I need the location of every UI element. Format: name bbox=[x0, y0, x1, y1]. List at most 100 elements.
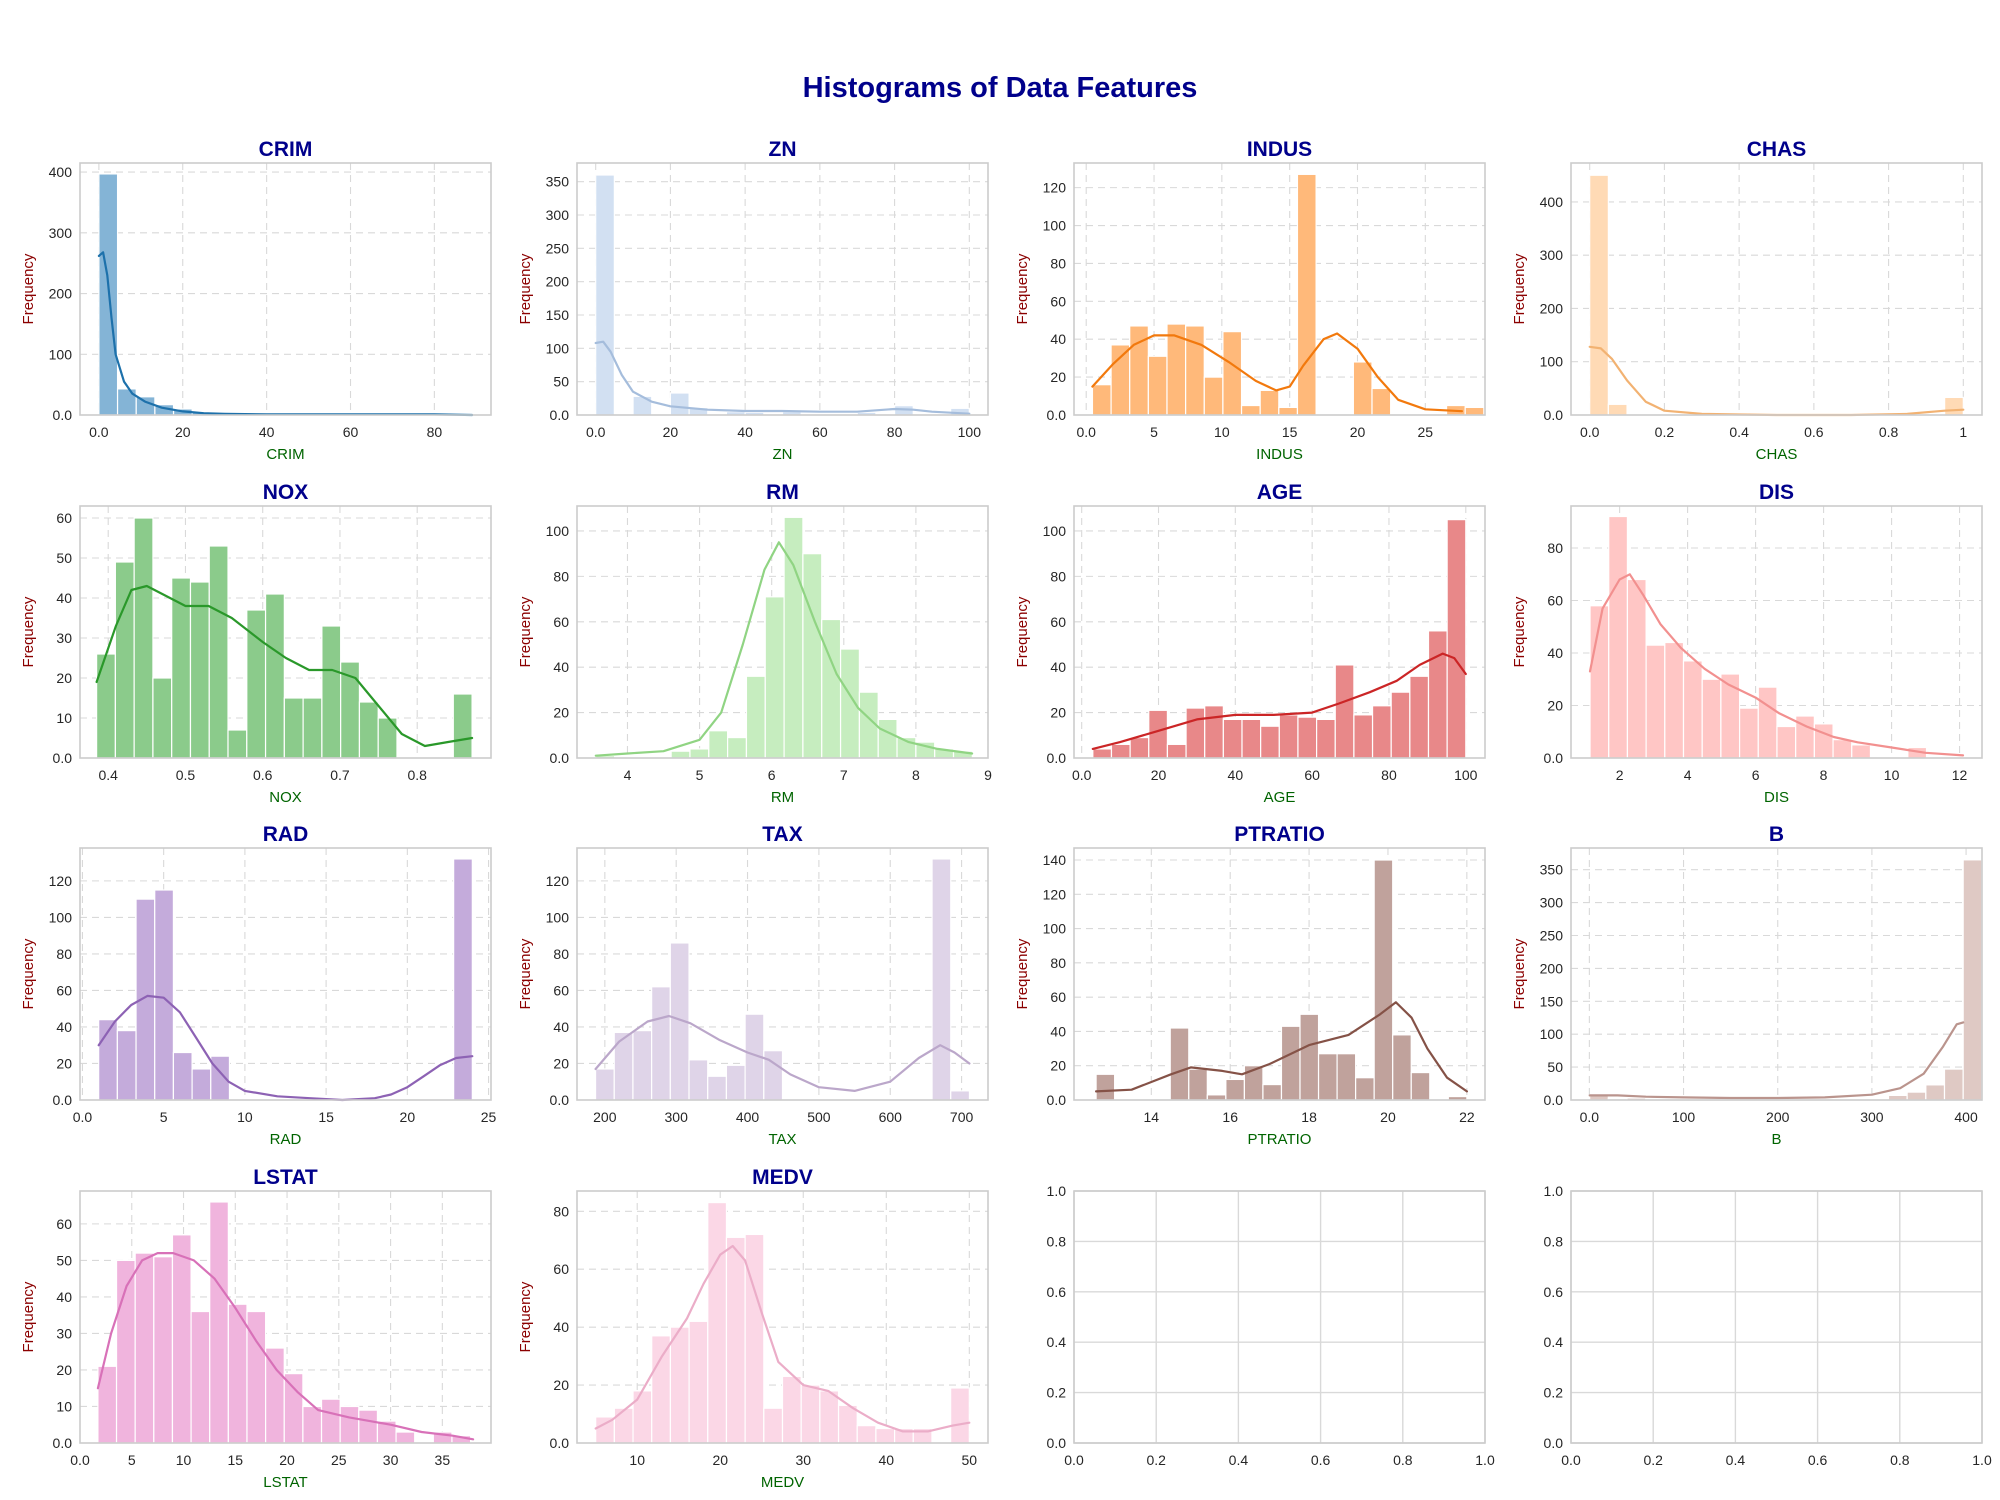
x-tick-label: 20 bbox=[1350, 424, 1366, 440]
y-axis-label: Frequency bbox=[20, 1281, 37, 1352]
histogram-bar bbox=[191, 1068, 212, 1101]
histogram-bar bbox=[1203, 376, 1224, 416]
histogram-bar bbox=[1906, 1091, 1927, 1101]
histogram-bar bbox=[395, 1431, 416, 1444]
histogram-bar bbox=[1608, 515, 1629, 759]
x-tick-label: 0.2 bbox=[1643, 1452, 1663, 1468]
histogram-bar bbox=[595, 174, 615, 416]
histogram-bar bbox=[950, 1387, 970, 1444]
x-tick-label: 0.0 bbox=[1072, 767, 1092, 783]
x-tick-label: 0.6 bbox=[1808, 1452, 1828, 1468]
histogram-bar bbox=[875, 1427, 896, 1444]
histogram-bar bbox=[171, 1234, 192, 1444]
y-tick-label: 100 bbox=[49, 346, 73, 362]
x-tick-label: 0.5 bbox=[176, 767, 196, 783]
y-tick-label: 80 bbox=[1050, 955, 1066, 971]
y-tick-label: 250 bbox=[1540, 928, 1564, 944]
histogram-bar bbox=[1296, 173, 1317, 416]
x-tick-label: 0.4 bbox=[1229, 1452, 1249, 1468]
histogram-bar bbox=[950, 1090, 971, 1101]
histogram-bar bbox=[264, 593, 285, 759]
y-tick-label: 20 bbox=[56, 670, 72, 686]
y-tick-label: 20 bbox=[1050, 1058, 1066, 1074]
y-tick-label: 60 bbox=[1547, 593, 1563, 609]
histogram-bar bbox=[1204, 705, 1224, 759]
histogram-bar bbox=[190, 1310, 211, 1444]
x-tick-label: 22 bbox=[1459, 1109, 1475, 1125]
y-axis-label: Frequency bbox=[1511, 938, 1528, 1009]
x-axis-label: INDUS bbox=[1256, 446, 1303, 463]
y-tick-label: 0.0 bbox=[53, 750, 73, 766]
x-tick-label: 5 bbox=[1150, 424, 1158, 440]
x-tick-label: 25 bbox=[481, 1109, 497, 1125]
y-tick-label: 100 bbox=[49, 909, 73, 925]
y-axis-label: Frequency bbox=[517, 596, 534, 667]
y-tick-label: 0.8 bbox=[1544, 1233, 1564, 1249]
y-axis-label: Frequency bbox=[517, 938, 534, 1009]
y-tick-label: 0.0 bbox=[1047, 1092, 1067, 1108]
x-tick-label: 30 bbox=[383, 1452, 399, 1468]
y-tick-label: 40 bbox=[56, 590, 72, 606]
y-tick-label: 100 bbox=[546, 909, 570, 925]
y-axis-label: Frequency bbox=[517, 253, 534, 324]
histogram-bar bbox=[453, 858, 473, 1101]
histogram-bar bbox=[651, 986, 671, 1101]
histogram-bar bbox=[594, 1068, 615, 1101]
y-axis-label: Frequency bbox=[1014, 596, 1031, 667]
histogram-bar bbox=[1316, 718, 1336, 759]
histogram-bar bbox=[1851, 744, 1872, 759]
y-tick-label: 0.8 bbox=[1047, 1233, 1067, 1249]
y-tick-label: 80 bbox=[1050, 255, 1066, 271]
y-tick-label: 0.0 bbox=[1544, 750, 1564, 766]
x-tick-label: 14 bbox=[1144, 1109, 1160, 1125]
axes-frame bbox=[1073, 505, 1486, 759]
axes-frame bbox=[576, 847, 989, 1101]
y-tick-label: 60 bbox=[1050, 293, 1066, 309]
kde-curve bbox=[594, 541, 974, 757]
histogram-bar bbox=[1241, 718, 1262, 759]
histogram-bar bbox=[302, 697, 323, 759]
histogram-bar bbox=[689, 748, 710, 759]
histogram-bar bbox=[1776, 725, 1797, 759]
x-tick-label: 30 bbox=[795, 1452, 811, 1468]
histogram-bar bbox=[116, 1030, 137, 1101]
histogram-bar bbox=[208, 545, 229, 759]
y-tick-label: 40 bbox=[1050, 1023, 1066, 1039]
x-tick-label: 15 bbox=[228, 1452, 244, 1468]
histogram-bar bbox=[1464, 406, 1485, 416]
subplot-title: CRIM bbox=[259, 138, 313, 161]
y-tick-label: 400 bbox=[49, 164, 73, 180]
kde-curve bbox=[96, 1251, 475, 1441]
subplot-title: RAD bbox=[263, 823, 309, 846]
histogram-bar bbox=[781, 1375, 802, 1444]
y-tick-label: 40 bbox=[553, 1019, 569, 1035]
histogram-bar bbox=[321, 625, 342, 759]
histogram-bar bbox=[283, 697, 304, 759]
histogram-bar bbox=[669, 392, 690, 416]
histogram-bar bbox=[856, 1425, 877, 1444]
y-tick-label: 0.2 bbox=[1544, 1385, 1564, 1401]
subplot-rad: 0.0 5 10 15 20 25 0.0 20 40 60 80 100 120 RAD RAD Frequ… bbox=[20, 823, 497, 1148]
x-tick-label: 50 bbox=[962, 1452, 978, 1468]
histogram-bar bbox=[1334, 664, 1355, 759]
x-tick-label: 40 bbox=[1228, 767, 1244, 783]
x-tick-label: 1.0 bbox=[1972, 1452, 1992, 1468]
subplot-title: TAX bbox=[762, 823, 802, 846]
y-tick-label: 150 bbox=[546, 307, 570, 323]
histogram-bar bbox=[727, 736, 748, 759]
x-tick-label: 500 bbox=[807, 1109, 831, 1125]
subplot-lstat: 0.0 5 10 15 20 25 30 35 0.0 10 20 30 40 50 60 LSTAT LSTA… bbox=[20, 1166, 492, 1491]
subplot-title: DIS bbox=[1759, 481, 1794, 504]
y-tick-label: 150 bbox=[1540, 993, 1564, 1009]
y-axis-label: Frequency bbox=[1511, 596, 1528, 667]
y-tick-label: 80 bbox=[553, 946, 569, 962]
histogram-bar bbox=[1390, 691, 1411, 759]
y-tick-label: 140 bbox=[1043, 852, 1067, 868]
y-tick-label: 40 bbox=[1050, 659, 1066, 675]
histogram-bar bbox=[763, 1407, 784, 1444]
x-tick-label: 25 bbox=[1418, 424, 1434, 440]
x-tick-label: 25 bbox=[331, 1452, 347, 1468]
axes-frame bbox=[1570, 505, 1983, 759]
x-tick-label: 60 bbox=[812, 424, 828, 440]
